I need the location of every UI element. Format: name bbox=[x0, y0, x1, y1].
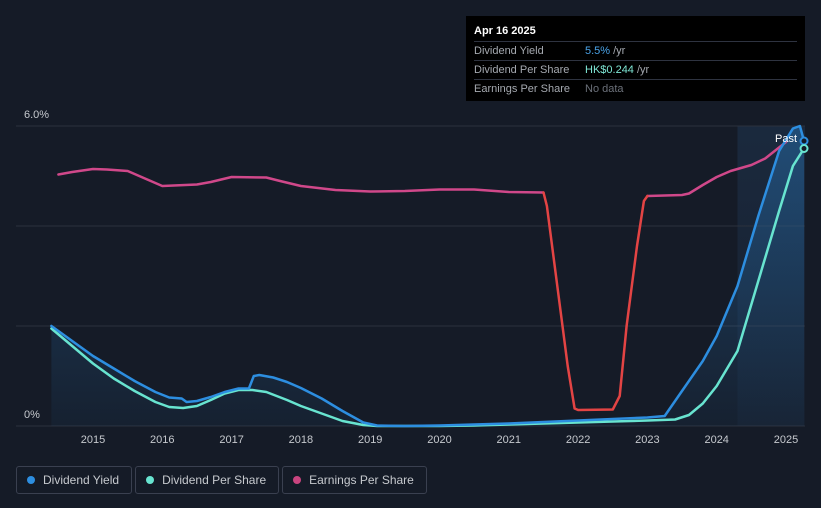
y-tick-label: 0% bbox=[24, 409, 40, 421]
legend-item-earnings-per-share[interactable]: Earnings Per Share bbox=[282, 466, 427, 494]
end-marker bbox=[799, 136, 809, 146]
tooltip-unit: /yr bbox=[613, 45, 626, 57]
x-tick-label: 2023 bbox=[635, 434, 659, 446]
tooltip-row-earnings-per-share: Earnings Per Share No data bbox=[474, 79, 797, 98]
legend-label: Earnings Per Share bbox=[309, 473, 414, 487]
x-tick-label: 2017 bbox=[219, 434, 243, 446]
tooltip-value: HK$0.244 bbox=[585, 64, 634, 76]
tooltip-label: Dividend Per Share bbox=[474, 64, 570, 76]
tooltip-unit: /yr bbox=[636, 64, 650, 76]
legend-dot-icon bbox=[27, 476, 35, 484]
x-tick-label: 2025 bbox=[774, 434, 798, 446]
dividend-per-share-line bbox=[50, 147, 806, 428]
dividend-yield-line bbox=[50, 124, 806, 428]
dividend-yield-area bbox=[51, 126, 804, 426]
x-tick-label: 2015 bbox=[81, 434, 105, 446]
tooltip-row-dividend-yield: Dividend Yield 5.5% /yr bbox=[474, 41, 797, 60]
x-tick-label: 2021 bbox=[497, 434, 521, 446]
x-tick-label: 2019 bbox=[358, 434, 382, 446]
earnings-per-share-line bbox=[57, 167, 545, 194]
tooltip-row-dividend-per-share: Dividend Per Share HK$0.244 /yr bbox=[474, 60, 797, 79]
earnings-per-share-gap-line bbox=[542, 191, 649, 412]
hover-tooltip: Apr 16 2025 Dividend Yield 5.5% /yr Divi… bbox=[466, 16, 805, 101]
x-tick-label: 2016 bbox=[150, 434, 174, 446]
legend-item-dividend-yield[interactable]: Dividend Yield bbox=[16, 466, 133, 494]
x-tick-label: 2024 bbox=[704, 434, 728, 446]
tooltip-label: Dividend Yield bbox=[474, 45, 544, 57]
tooltip-label: Earnings Per Share bbox=[474, 83, 570, 95]
end-marker bbox=[799, 144, 809, 153]
earnings-per-share-recent-line bbox=[646, 140, 788, 198]
x-tick-label: 2020 bbox=[427, 434, 451, 446]
tooltip-value: 5.5% bbox=[585, 45, 611, 57]
x-tick-label: 2018 bbox=[289, 434, 313, 446]
legend-dot-icon bbox=[293, 476, 302, 484]
chart-legend: Dividend Yield Dividend Per Share Earnin… bbox=[16, 466, 427, 494]
legend-item-dividend-per-share[interactable]: Dividend Per Share bbox=[135, 466, 280, 494]
tooltip-value: No data bbox=[585, 83, 624, 95]
y-tick-label: 6.0% bbox=[24, 109, 49, 121]
x-tick-label: 2022 bbox=[566, 434, 590, 446]
legend-label: Dividend Per Share bbox=[162, 473, 267, 487]
legend-dot-icon bbox=[146, 476, 155, 484]
tooltip-date: Apr 16 2025 bbox=[474, 25, 536, 37]
past-label: Past bbox=[775, 133, 797, 145]
legend-label: Dividend Yield bbox=[43, 473, 120, 487]
